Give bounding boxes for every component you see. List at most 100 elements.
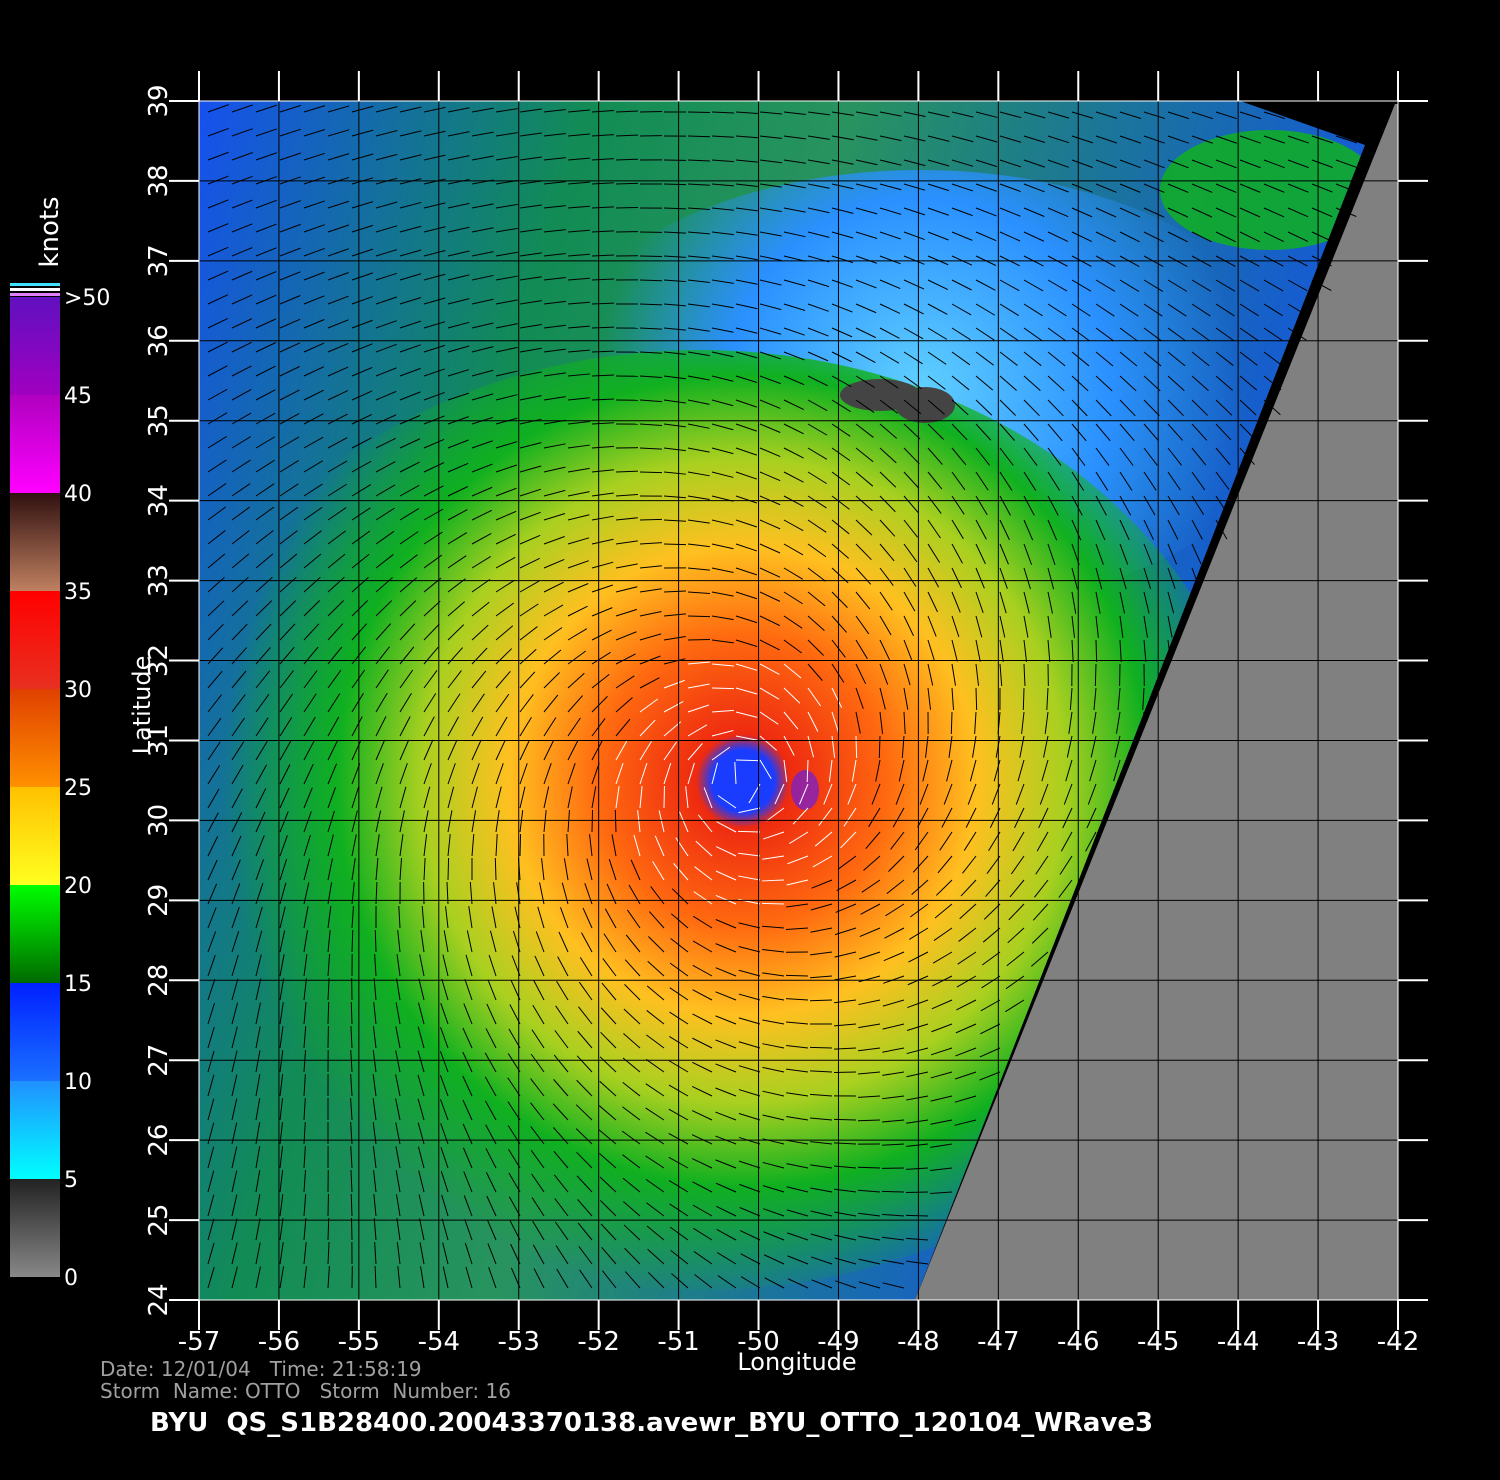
wind-barb — [441, 1194, 449, 1217]
wind-barb — [327, 413, 348, 425]
wind-barb — [982, 927, 1001, 943]
wind-barb — [831, 183, 854, 190]
wind-barb — [906, 1095, 929, 1101]
wind-barb — [567, 109, 590, 113]
wind-barb — [231, 175, 253, 185]
wind-barb — [375, 692, 388, 713]
wind-barb — [903, 159, 926, 167]
wind-barb — [417, 1098, 425, 1121]
wind-barb — [495, 203, 518, 209]
wind-barb — [231, 930, 240, 953]
wind-barb — [255, 1194, 261, 1217]
wind-barb — [903, 615, 914, 637]
wind-barb — [327, 954, 331, 977]
wind-barb — [471, 203, 494, 209]
wind-barb — [207, 1026, 215, 1049]
wind-barb — [1071, 111, 1094, 119]
wind-barb — [372, 1074, 377, 1097]
wind-barb — [624, 1247, 641, 1265]
wind-barb — [423, 250, 446, 257]
wind-barb — [711, 303, 734, 309]
wind-barb — [890, 831, 905, 850]
wind-barb — [1023, 591, 1030, 614]
wind-barb — [231, 694, 246, 713]
wind-barb — [715, 919, 737, 929]
wind-barb — [687, 255, 710, 259]
wind-barb — [1063, 783, 1073, 805]
wind-barb — [447, 786, 455, 809]
wind-barb — [303, 1026, 307, 1049]
y-tick-label: 32 — [144, 644, 174, 677]
wind-barb — [738, 1136, 761, 1145]
wind-barb — [1167, 183, 1189, 193]
wind-barb — [508, 1148, 521, 1169]
wind-barb — [591, 763, 600, 785]
wind-barb — [447, 178, 470, 185]
wind-barb — [543, 300, 566, 305]
wind-barb — [423, 321, 446, 329]
wind-barb — [1167, 615, 1173, 638]
wind-barb — [615, 110, 638, 113]
wind-barb — [783, 327, 805, 336]
wind-barb — [703, 787, 713, 809]
wind-barb — [601, 1246, 617, 1265]
wind-barb — [879, 447, 897, 464]
wind-barb — [858, 1235, 881, 1241]
wind-barb — [855, 567, 872, 585]
wind-barb — [956, 975, 977, 988]
wind-barb — [783, 135, 806, 140]
wind-barb — [1060, 831, 1073, 852]
wind-barb — [1008, 903, 1025, 921]
wind-barb — [462, 1027, 473, 1049]
wind-barb — [858, 1071, 881, 1075]
wind-barb — [327, 460, 348, 473]
wind-barb — [543, 672, 560, 689]
wind-barb — [1215, 375, 1233, 391]
wind-barb — [663, 495, 686, 499]
wind-barb — [715, 1159, 737, 1169]
wind-barb — [534, 955, 545, 977]
wind-barb — [543, 133, 566, 137]
wind-barb — [951, 111, 974, 118]
wind-barb — [858, 1212, 881, 1217]
wind-barb — [399, 858, 403, 881]
wind-barb — [579, 1269, 593, 1289]
wind-barb — [327, 437, 348, 449]
wind-barb — [759, 567, 781, 578]
wind-barb — [1047, 183, 1069, 193]
wind-barb — [1143, 303, 1163, 317]
wind-barb — [1047, 543, 1056, 566]
wind-barb — [375, 249, 398, 257]
wind-barb — [663, 183, 687, 186]
wind-barb — [879, 711, 884, 734]
wind-barb — [495, 370, 518, 377]
wind-barb — [759, 231, 782, 237]
wind-barb — [735, 759, 759, 762]
wind-barb — [711, 639, 734, 644]
wind-barb — [931, 1023, 953, 1033]
wind-barb — [375, 530, 395, 545]
wind-barb — [1047, 231, 1069, 242]
wind-barb — [255, 954, 262, 977]
wind-barb — [1311, 231, 1333, 242]
wind-barb — [1239, 135, 1261, 144]
wind-barb — [931, 999, 953, 1010]
wind-barb — [303, 247, 325, 257]
wind-barb — [903, 687, 909, 710]
wind-barb — [999, 327, 1019, 341]
wind-barb — [831, 303, 853, 313]
wind-barb — [552, 1103, 569, 1121]
wind-barb — [327, 576, 345, 593]
wind-barb — [937, 855, 953, 874]
wind-barb — [231, 483, 251, 497]
wind-barb — [993, 759, 1001, 782]
wind-barb — [1071, 519, 1082, 541]
wind-barb — [423, 368, 445, 377]
wind-barb — [762, 1066, 785, 1073]
wind-barb — [519, 347, 542, 353]
wind-barb — [831, 615, 847, 633]
wind-barb — [578, 981, 593, 1001]
wind-barb — [423, 858, 426, 881]
wind-barb — [231, 152, 253, 161]
wind-barb — [855, 735, 858, 759]
